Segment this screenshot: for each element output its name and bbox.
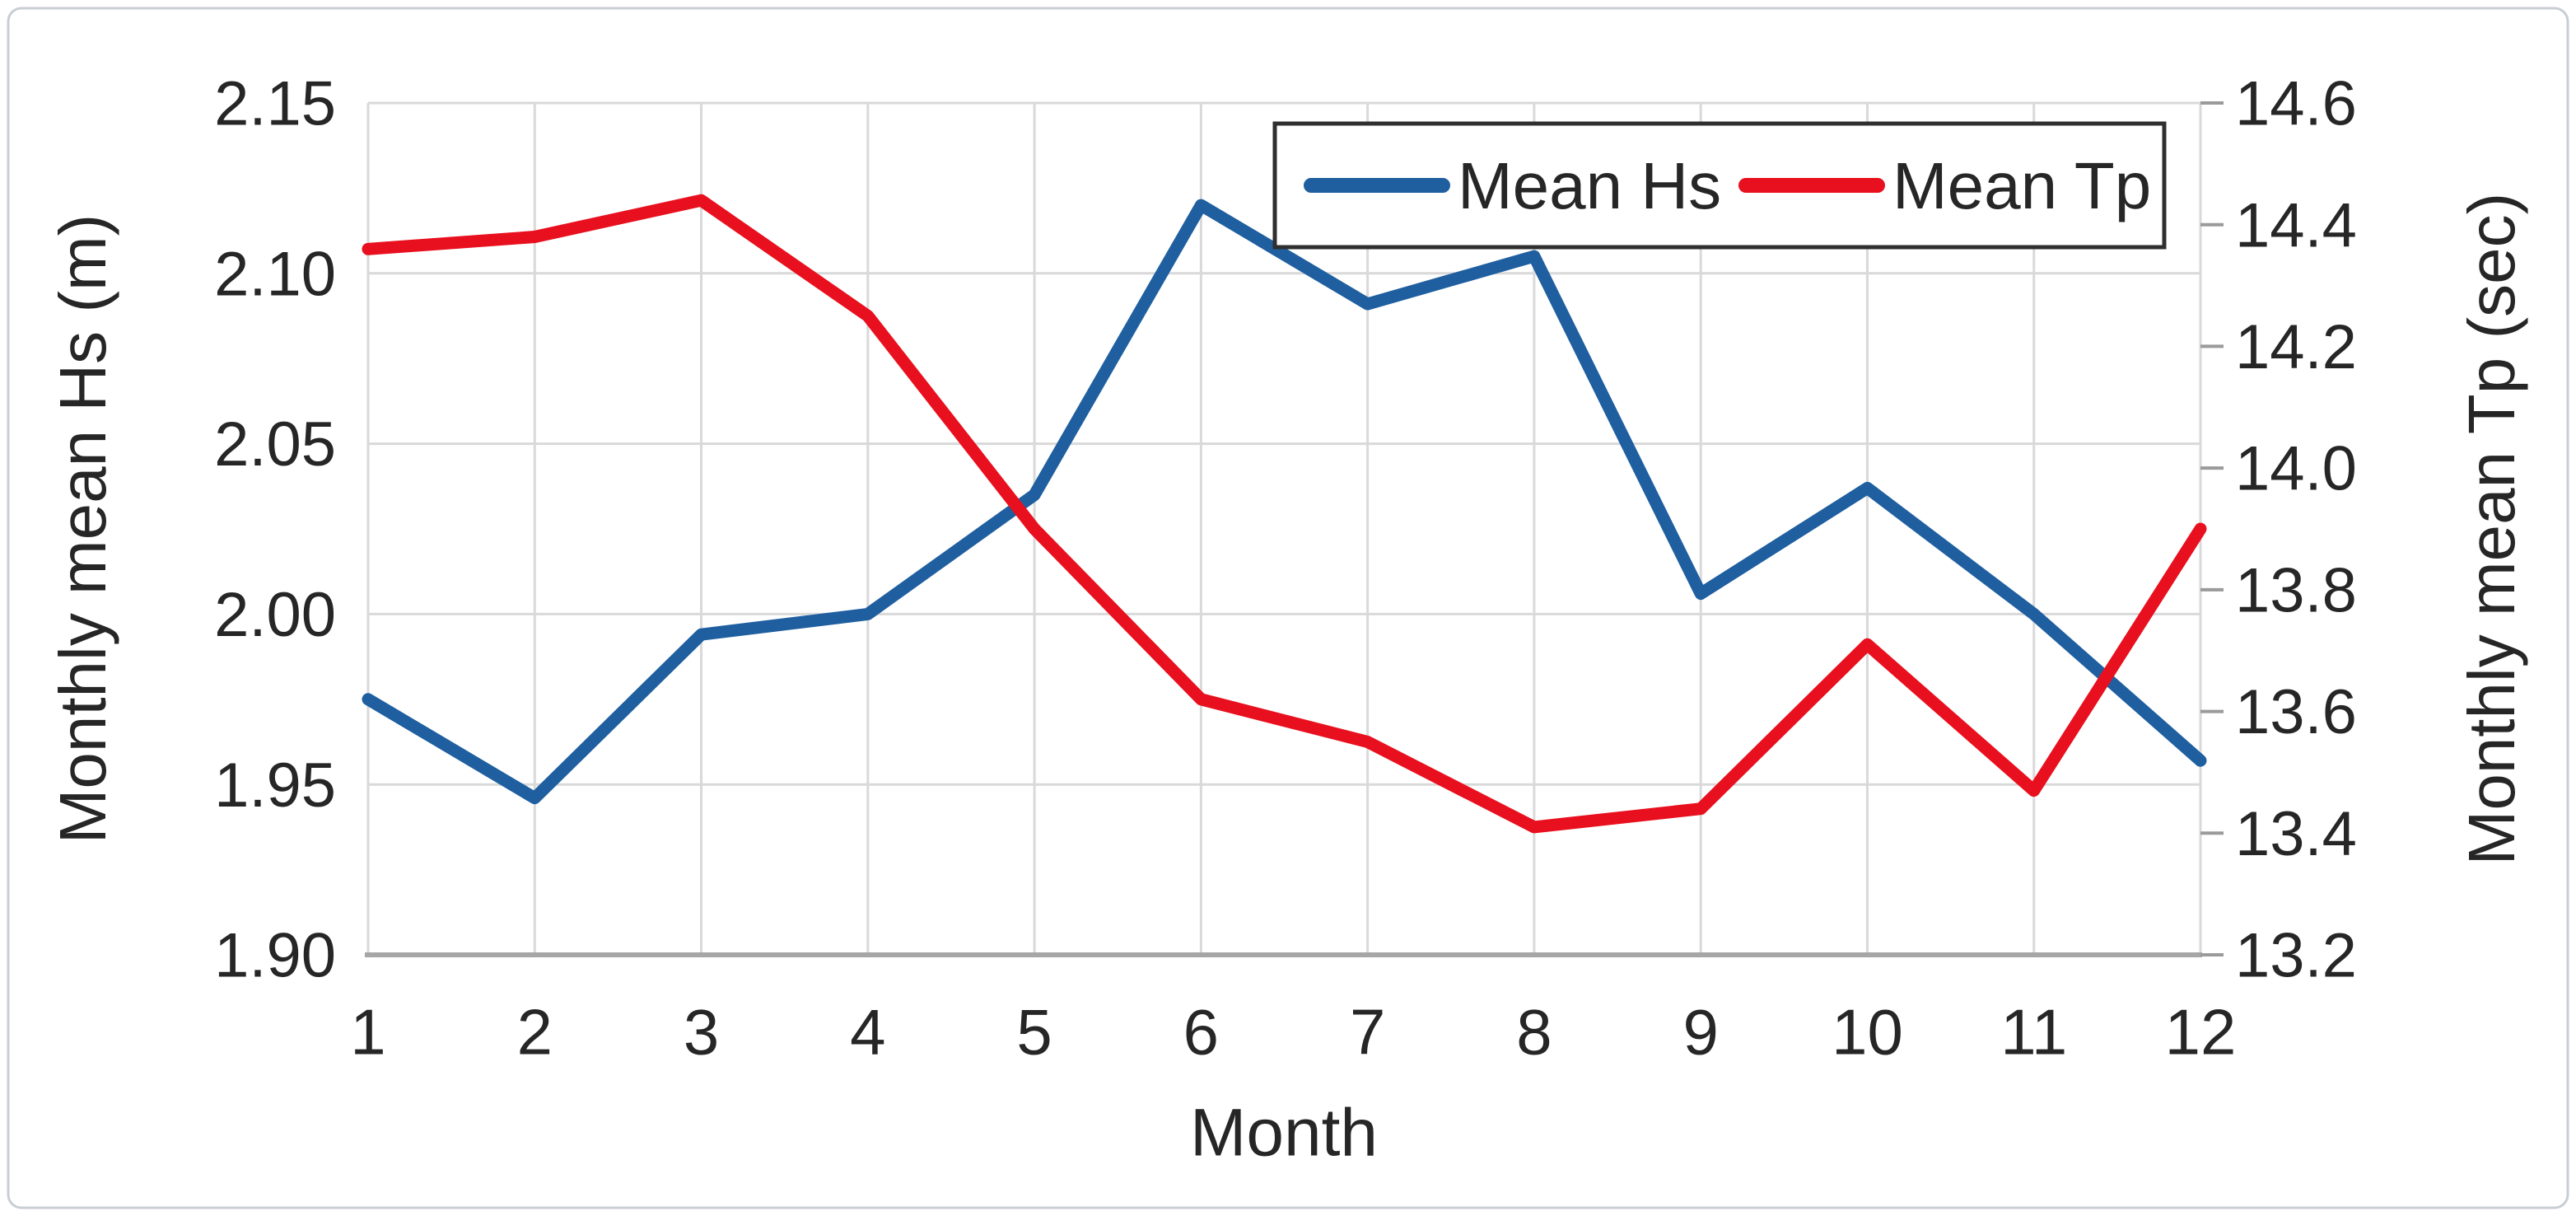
x-axis-title: Month	[1190, 1096, 1378, 1171]
left-axis-tick-labels: 1.90 1.95 2.00 2.05 2.10 2.15	[214, 69, 336, 991]
x-axis-tick: 10	[1832, 995, 1903, 1068]
x-axis-tick: 5	[1016, 995, 1052, 1068]
right-axis-tick: 14.6	[2235, 69, 2357, 139]
right-axis-tick: 14.2	[2235, 312, 2357, 382]
left-axis-tick: 2.15	[214, 69, 336, 139]
left-axis-tick: 2.00	[214, 580, 336, 650]
right-axis-tick: 13.6	[2235, 677, 2357, 747]
right-axis-tick: 13.4	[2235, 799, 2357, 869]
left-axis-tick: 2.05	[214, 409, 336, 479]
left-axis-tick: 1.90	[214, 921, 336, 991]
x-axis-tick-labels: 1 2 3 4 5 6 7 8 9 10 11 12	[350, 995, 2236, 1068]
legend-label-mean-hs: Mean Hs	[1458, 149, 1721, 222]
legend-label-mean-tp: Mean Tp	[1892, 149, 2151, 222]
legend: Mean Hs Mean Tp	[1272, 121, 2167, 250]
right-axis-tick: 14.0	[2235, 434, 2357, 504]
x-axis-tick: 11	[2000, 995, 2067, 1068]
left-axis-tick: 2.10	[214, 239, 336, 309]
x-axis-tick: 12	[2165, 995, 2237, 1068]
x-axis-tick: 1	[350, 995, 385, 1068]
x-axis-tick: 3	[684, 995, 719, 1068]
x-axis-tick: 4	[850, 995, 885, 1068]
mean-hs-line	[362, 199, 2207, 805]
figure-border	[7, 7, 2569, 1209]
x-axis-tick: 2	[517, 995, 553, 1068]
x-axis-tick: 7	[1350, 995, 1385, 1068]
right-axis-tick-labels: 13.2 13.4 13.6 13.8 14.0 14.2 14.4 14.6	[2235, 69, 2357, 991]
right-axis-tick: 13.2	[2235, 921, 2357, 991]
right-axis-tick: 13.8	[2235, 555, 2357, 625]
right-axis-tick: 14.4	[2235, 190, 2357, 260]
left-axis-tick: 1.95	[214, 751, 336, 821]
mean-tp-line	[362, 194, 2207, 834]
x-axis-tick: 6	[1183, 995, 1219, 1068]
right-axis-tick-marks	[2200, 101, 2224, 956]
left-axis-title: Monthly mean Hs (m)	[46, 214, 119, 844]
right-axis-title: Monthly mean Tp (sec)	[2455, 193, 2528, 866]
x-axis-tick: 9	[1682, 995, 1718, 1068]
x-axis-tick: 8	[1516, 995, 1552, 1068]
